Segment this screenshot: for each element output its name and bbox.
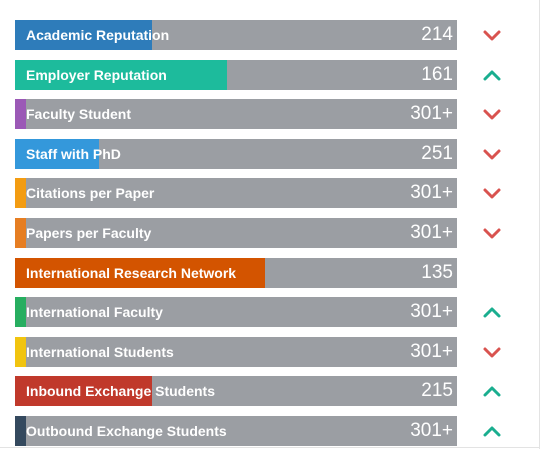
chevron-down-icon xyxy=(482,147,502,161)
indicator-row-1: Academic Reputation 214 xyxy=(15,20,515,50)
indicator-label: Academic Reputation xyxy=(26,27,170,43)
indicator-bar: Outbound Exchange Students 301+ xyxy=(15,415,457,446)
indicator-bar-fill xyxy=(15,217,26,248)
chevron-up-icon xyxy=(482,384,502,398)
chevron-up-icon xyxy=(482,424,502,438)
indicator-bar-fill xyxy=(15,59,227,90)
indicator-label: International Faculty xyxy=(26,304,163,321)
indicator-rank: 301+ xyxy=(410,221,453,243)
indicator-bar-fill xyxy=(15,336,26,367)
indicator-label: Employer Reputation xyxy=(26,66,167,83)
indicator-bar-fill xyxy=(15,20,152,50)
indicator-row-8: International Faculty 301+ xyxy=(15,297,515,328)
indicator-bar-fill xyxy=(15,376,152,407)
indicator-label: Outbound Exchange Students xyxy=(26,422,227,439)
indicator-rank: 251 xyxy=(421,142,453,164)
indicator-rank: 214 xyxy=(421,24,453,45)
indicator-row-2: Employer Reputation 161 xyxy=(15,59,515,90)
indicator-row-6: Papers per Faculty 301+ xyxy=(15,217,515,248)
indicator-row-3: Faculty Student 301+ xyxy=(15,99,515,130)
indicator-row-4: Staff with PhD 251 xyxy=(15,138,515,169)
indicator-bar: Faculty Student 301+ xyxy=(15,99,457,130)
indicator-label: Inbound Exchange Students xyxy=(26,383,216,400)
indicator-bar: Academic Reputation 214 xyxy=(15,20,457,50)
panel-bottom-border xyxy=(0,447,540,448)
indicator-bar: Papers per Faculty 301+ xyxy=(15,217,457,248)
indicator-row-5: Citations per Paper 301+ xyxy=(15,178,515,209)
indicator-label: International Research Network xyxy=(26,264,237,281)
indicator-label: International Students xyxy=(26,343,174,360)
indicator-label: Faculty Student xyxy=(26,106,132,123)
trend-placeholder xyxy=(482,266,502,280)
indicator-label: Papers per Faculty xyxy=(26,224,152,241)
indicator-bar-fill xyxy=(15,178,26,209)
indicator-rank: 161 xyxy=(421,63,453,85)
indicator-rank: 301+ xyxy=(410,340,453,362)
indicator-row-7: International Research Network 135 xyxy=(15,257,515,288)
indicator-bar: Staff with PhD 251 xyxy=(15,138,457,169)
indicator-bar: International Students 301+ xyxy=(15,336,457,367)
indicator-bar: International Research Network 135 xyxy=(15,257,457,288)
chevron-down-icon xyxy=(482,226,502,240)
chevron-down-icon xyxy=(482,107,502,121)
indicator-row-11: Outbound Exchange Students 301+ xyxy=(15,415,515,446)
indicator-rank: 135 xyxy=(421,261,453,283)
indicator-label: Citations per Paper xyxy=(26,185,155,202)
indicator-bar: Inbound Exchange Students 215 xyxy=(15,376,457,407)
indicator-row-10: Inbound Exchange Students 215 xyxy=(15,376,515,407)
indicator-label: Staff with PhD xyxy=(26,145,121,162)
indicator-rank: 301+ xyxy=(410,103,453,125)
indicator-bar: Citations per Paper 301+ xyxy=(15,178,457,209)
indicator-bar: Employer Reputation 161 xyxy=(15,59,457,90)
panel-right-border xyxy=(539,0,540,449)
indicator-bar-fill xyxy=(15,99,26,130)
indicator-bar-fill xyxy=(15,257,265,288)
indicator-bar-fill xyxy=(15,297,26,328)
chevron-up-icon xyxy=(482,68,502,82)
chevron-down-icon xyxy=(482,186,502,200)
indicator-rank: 215 xyxy=(421,380,453,402)
indicator-bar-fill xyxy=(15,138,99,169)
indicator-rank: 301+ xyxy=(410,419,453,441)
chevron-down-icon xyxy=(482,28,502,42)
indicator-bar: International Faculty 301+ xyxy=(15,297,457,328)
indicator-rank: 301+ xyxy=(410,182,453,204)
chevron-up-icon xyxy=(482,305,502,319)
chevron-down-icon xyxy=(482,345,502,359)
indicator-bar-fill xyxy=(15,415,26,446)
indicator-rank-list: Academic Reputation 214 Employer Reputat… xyxy=(15,20,515,456)
indicator-rank: 301+ xyxy=(410,301,453,323)
indicator-row-9: International Students 301+ xyxy=(15,336,515,367)
